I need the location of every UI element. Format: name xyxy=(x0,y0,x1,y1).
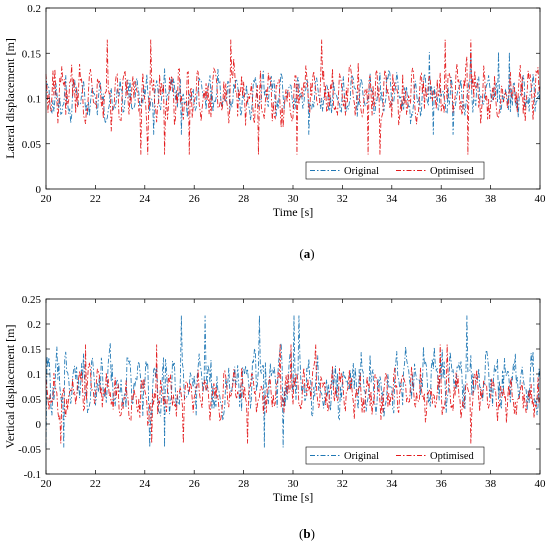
chart-panel-b: Original Optimised xyxy=(45,298,541,475)
x-axis-label: Time [s] xyxy=(273,205,314,219)
caption-letter: b xyxy=(303,526,310,541)
legend-label-optimised: Optimised xyxy=(430,451,474,462)
caption-paren-close: ) xyxy=(310,246,314,261)
series-line-optimised xyxy=(45,39,541,155)
chart-panel-a: Original Optimised xyxy=(45,7,541,190)
legend-label-original: Original xyxy=(344,166,379,177)
y-tick-label: 0.25 xyxy=(22,294,42,306)
x-tick-label: 36 xyxy=(436,193,448,205)
y-tick-label: 0.15 xyxy=(22,48,42,60)
series-line-original xyxy=(45,315,541,448)
x-tick-label: 32 xyxy=(337,193,348,205)
x-tick-label: 30 xyxy=(288,193,300,205)
x-tick-label: 20 xyxy=(41,193,53,205)
y-tick-label: 0.1 xyxy=(27,94,41,106)
y-tick-label: -0.1 xyxy=(24,469,41,481)
y-tick-label: 0 xyxy=(36,184,42,196)
x-tick-label: 34 xyxy=(386,193,398,205)
x-tick-label: 30 xyxy=(288,478,300,490)
x-tick-label: 40 xyxy=(535,193,547,205)
y-tick-label: 0.15 xyxy=(22,344,42,356)
x-tick-label: 26 xyxy=(189,193,201,205)
x-tick-label: 38 xyxy=(485,478,497,490)
x-tick-label: 36 xyxy=(436,478,448,490)
y-tick-label: -0.05 xyxy=(18,444,41,456)
caption-paren-open: ( xyxy=(299,246,303,261)
legend: Original Optimised xyxy=(305,161,485,180)
x-tick-label: 24 xyxy=(139,193,151,205)
legend-box xyxy=(305,161,485,180)
y-tick-label: 0.05 xyxy=(22,394,42,406)
x-tick-label: 34 xyxy=(386,478,398,490)
x-tick-label: 24 xyxy=(139,478,151,490)
x-tick-label: 40 xyxy=(535,478,547,490)
legend-label-original: Original xyxy=(344,451,379,462)
y-tick-label: 0.05 xyxy=(22,139,42,151)
x-tick-label: 22 xyxy=(90,478,101,490)
legend-label-optimised: Optimised xyxy=(430,166,474,177)
x-tick-label: 28 xyxy=(238,193,250,205)
x-tick-label: 32 xyxy=(337,478,348,490)
x-tick-label: 38 xyxy=(485,193,497,205)
x-tick-label: 26 xyxy=(189,478,201,490)
x-tick-label: 20 xyxy=(41,478,53,490)
y-axis-label: Lateral displacement [m] xyxy=(3,38,17,159)
legend-box xyxy=(305,446,485,465)
y-tick-label: 0.1 xyxy=(27,369,41,381)
caption-paren-open: ( xyxy=(299,526,303,541)
x-tick-label: 22 xyxy=(90,193,101,205)
y-tick-label: 0 xyxy=(36,419,42,431)
y-tick-label: 0.2 xyxy=(27,319,41,331)
caption-paren-close: ) xyxy=(311,526,315,541)
caption-letter: a xyxy=(304,246,311,261)
x-tick-label: 28 xyxy=(238,478,250,490)
subfigure-caption: (a) xyxy=(299,246,314,261)
y-tick-label: 0.2 xyxy=(27,3,41,15)
legend: Original Optimised xyxy=(305,446,485,465)
x-axis-label: Time [s] xyxy=(273,490,314,504)
series-line-optimised xyxy=(45,344,541,444)
subfigure-caption: (b) xyxy=(299,526,315,541)
y-axis-label: Vertical displacement [m] xyxy=(3,325,17,449)
